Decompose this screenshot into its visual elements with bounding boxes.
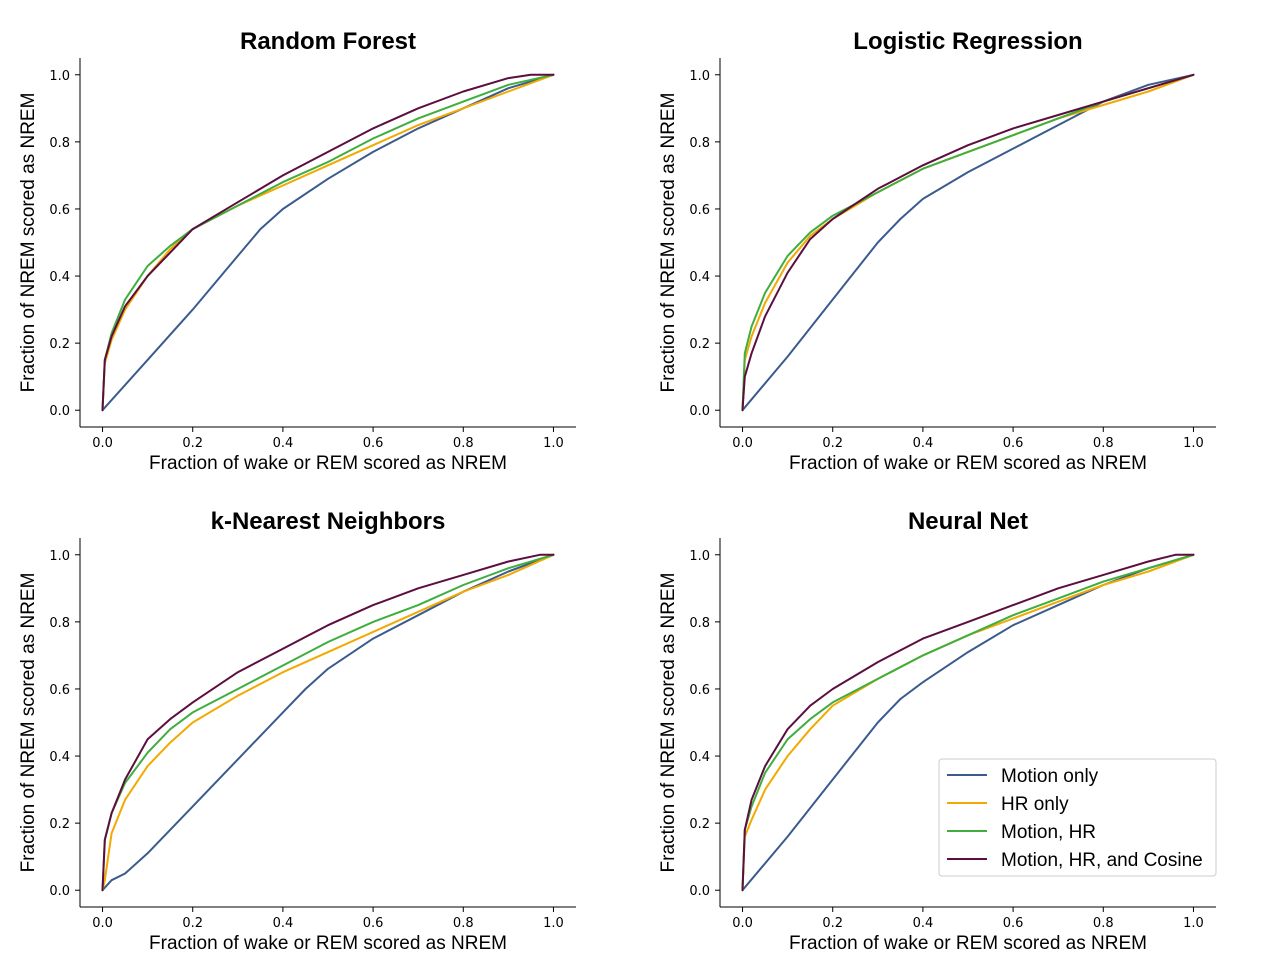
x-tick-label: 0.2 xyxy=(822,916,843,931)
y-tick-label: 0.0 xyxy=(49,404,70,419)
panel-title: k-Nearest Neighbors xyxy=(211,508,446,535)
x-tick-label: 0.0 xyxy=(92,916,113,931)
series-line-motion-hr-and-cosine xyxy=(741,553,1195,892)
y-tick-label: 1.0 xyxy=(49,549,70,564)
y-tick-label: 0.2 xyxy=(49,337,70,352)
x-axis-label: Fraction of wake or REM scored as NREM xyxy=(789,933,1147,954)
y-tick-label: 0.4 xyxy=(689,270,710,285)
y-axis-label: Fraction of NREM scored as NREM xyxy=(18,93,39,393)
y-tick-label: 0.4 xyxy=(49,270,70,285)
x-axis-label: Fraction of wake or REM scored as NREM xyxy=(149,933,507,954)
x-tick-label: 0.2 xyxy=(182,916,203,931)
series-line-motion-hr-and-cosine xyxy=(101,73,555,412)
x-tick-label: 0.8 xyxy=(453,436,474,451)
y-tick-label: 0.8 xyxy=(689,136,710,151)
x-tick-label: 0.8 xyxy=(1093,436,1114,451)
series-line-motion-hr xyxy=(741,73,1195,412)
x-tick-label: 0.4 xyxy=(273,436,294,451)
y-tick-label: 0.2 xyxy=(49,817,70,832)
x-axis-label: Fraction of wake or REM scored as NREM xyxy=(149,453,507,474)
panel-title: Neural Net xyxy=(908,508,1028,535)
legend: Motion only HR only Motion, HR Motion, HR, … xyxy=(938,758,1217,877)
legend-entry-motion-hr-and-cosine: Motion, HR, and Cosine xyxy=(1001,850,1203,871)
y-tick-label: 0.0 xyxy=(689,884,710,899)
x-tick-label: 0.2 xyxy=(182,436,203,451)
x-tick-label: 0.6 xyxy=(1003,436,1024,451)
y-tick-label: 0.4 xyxy=(49,750,70,765)
series-line-motion-hr xyxy=(741,553,1195,892)
panel-neural-net: Neural Net 0.0 0.2 0.4 0.6 0.8 1.0 0.0 0.2 0.4 0.6… xyxy=(658,508,1217,954)
x-tick-label: 0.2 xyxy=(822,436,843,451)
y-tick-label: 0.0 xyxy=(49,884,70,899)
legend-entry-motion-only: Motion only xyxy=(1001,766,1099,787)
y-tick-label: 0.6 xyxy=(49,683,70,698)
y-tick-label: 0.8 xyxy=(689,616,710,631)
y-axis-label: Fraction of NREM scored as NREM xyxy=(658,573,679,873)
legend-entry-hr-only: HR only xyxy=(1001,794,1069,815)
x-tick-label: 0.8 xyxy=(1093,916,1114,931)
x-tick-label: 1.0 xyxy=(1183,916,1204,931)
x-tick-label: 1.0 xyxy=(543,436,564,451)
x-tick-label: 0.4 xyxy=(273,916,294,931)
x-tick-label: 0.8 xyxy=(453,916,474,931)
series-line-motion-hr xyxy=(101,553,555,892)
series-line-hr-only xyxy=(741,73,1195,412)
y-tick-label: 0.8 xyxy=(49,136,70,151)
x-tick-label: 1.0 xyxy=(543,916,564,931)
y-tick-label: 0.8 xyxy=(49,616,70,631)
y-tick-label: 0.0 xyxy=(689,404,710,419)
panel-title: Random Forest xyxy=(240,28,416,55)
y-tick-label: 0.4 xyxy=(689,750,710,765)
x-tick-label: 1.0 xyxy=(1183,436,1204,451)
x-tick-label: 0.6 xyxy=(363,436,384,451)
y-axis-label: Fraction of NREM scored as NREM xyxy=(658,93,679,393)
series-line-motion-hr-and-cosine xyxy=(101,553,555,892)
y-axis-label: Fraction of NREM scored as NREM xyxy=(18,573,39,873)
panel-title: Logistic Regression xyxy=(853,28,1082,55)
y-tick-label: 0.6 xyxy=(49,203,70,218)
y-tick-label: 1.0 xyxy=(689,549,710,564)
x-tick-label: 0.0 xyxy=(92,436,113,451)
series-line-motion-hr xyxy=(101,73,555,412)
x-tick-label: 0.0 xyxy=(732,436,753,451)
panel-logistic-regression: Logistic Regression 0.0 0.2 0.4 0.6 0.8 1.0 0.0… xyxy=(658,28,1216,474)
panel-random-forest: Random Forest 0.0 0.2 0.4 0.6 0.8 1.0 0.0 0.2 0.4… xyxy=(18,28,576,474)
x-tick-label: 0.4 xyxy=(913,436,934,451)
y-tick-label: 0.6 xyxy=(689,683,710,698)
x-tick-label: 0.4 xyxy=(913,916,934,931)
series-line-hr-only xyxy=(101,73,555,412)
legend-box xyxy=(938,758,1217,877)
legend-entry-motion-hr: Motion, HR xyxy=(1001,822,1096,843)
series-line-motion-only xyxy=(741,73,1195,412)
x-tick-label: 0.0 xyxy=(732,916,753,931)
y-tick-label: 0.2 xyxy=(689,337,710,352)
y-tick-label: 0.6 xyxy=(689,203,710,218)
x-axis-label: Fraction of wake or REM scored as NREM xyxy=(789,453,1147,474)
panel-k-nearest-neighbors: k-Nearest Neighbors 0.0 0.2 0.4 0.6 0.8 1.0 0.0… xyxy=(18,508,576,954)
x-tick-label: 0.6 xyxy=(363,916,384,931)
y-tick-label: 0.2 xyxy=(689,817,710,832)
y-tick-label: 1.0 xyxy=(49,69,70,84)
series-line-motion-only xyxy=(101,553,555,892)
series-line-motion-hr-and-cosine xyxy=(741,73,1195,412)
series-line-hr-only xyxy=(101,553,555,892)
x-tick-label: 0.6 xyxy=(1003,916,1024,931)
y-tick-label: 1.0 xyxy=(689,69,710,84)
series-line-motion-only xyxy=(101,73,555,412)
